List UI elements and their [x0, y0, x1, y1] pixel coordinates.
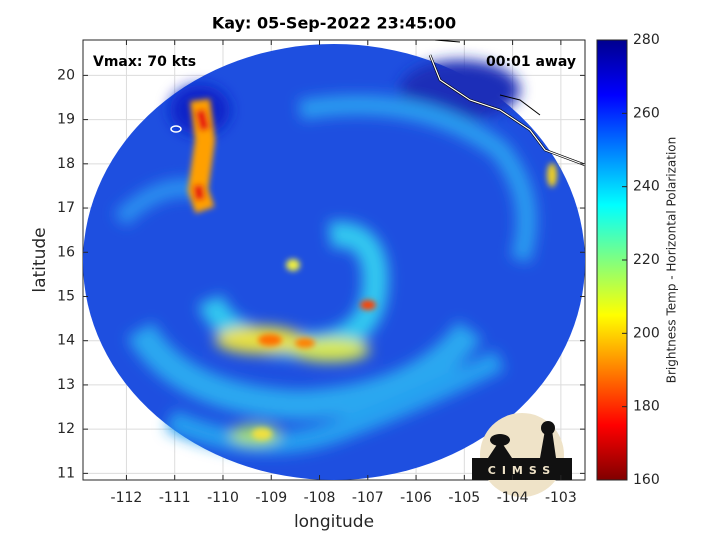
satellite-image: [83, 40, 585, 480]
annotation: 00:01 away: [486, 54, 576, 70]
colorbar-tick-label: 220: [633, 252, 660, 268]
y-axis-label: latitude: [30, 227, 50, 292]
x-tick-label: -109: [255, 490, 287, 506]
y-tick-label: 14: [57, 333, 75, 349]
colorbar-tick-label: 180: [633, 399, 660, 415]
colorbar-tick-label: 200: [633, 325, 660, 341]
y-tick-label: 18: [57, 156, 75, 172]
x-tick-label: -104: [497, 490, 529, 506]
y-tick-label: 19: [57, 112, 75, 128]
y-tick-label: 13: [57, 377, 75, 393]
colorbar-tick-label: 240: [633, 179, 660, 195]
y-tick-label: 16: [57, 244, 75, 260]
x-tick-label: -112: [111, 490, 143, 506]
annotation: Vmax: 70 kts: [93, 54, 196, 70]
chart-title: Kay: 05-Sep-2022 23:45:00: [212, 14, 456, 33]
x-tick-label: -111: [159, 490, 191, 506]
y-tick-label: 12: [57, 421, 75, 437]
x-tick-label: -110: [207, 490, 239, 506]
y-tick-label: 17: [57, 200, 75, 216]
x-tick-label: -103: [545, 490, 577, 506]
logo-text: CIMSS: [488, 464, 556, 477]
y-tick-label: 11: [57, 465, 75, 481]
x-axis-label: longitude: [294, 512, 374, 532]
logo: CIMSS: [472, 413, 572, 497]
x-tick-label: -108: [304, 490, 336, 506]
y-tick-label: 15: [57, 288, 75, 304]
x-tick-label: -105: [448, 490, 480, 506]
colorbar-tick-label: 280: [633, 32, 660, 48]
x-tick-label: -106: [400, 490, 432, 506]
colorbar-tick-label: 160: [633, 472, 660, 488]
colorbar-tick-label: 260: [633, 105, 660, 121]
x-tick-label: -107: [352, 490, 384, 506]
colorbar-label: Brightness Temp - Horizontal Polarizatio…: [665, 137, 679, 384]
y-tick-label: 20: [57, 67, 75, 83]
